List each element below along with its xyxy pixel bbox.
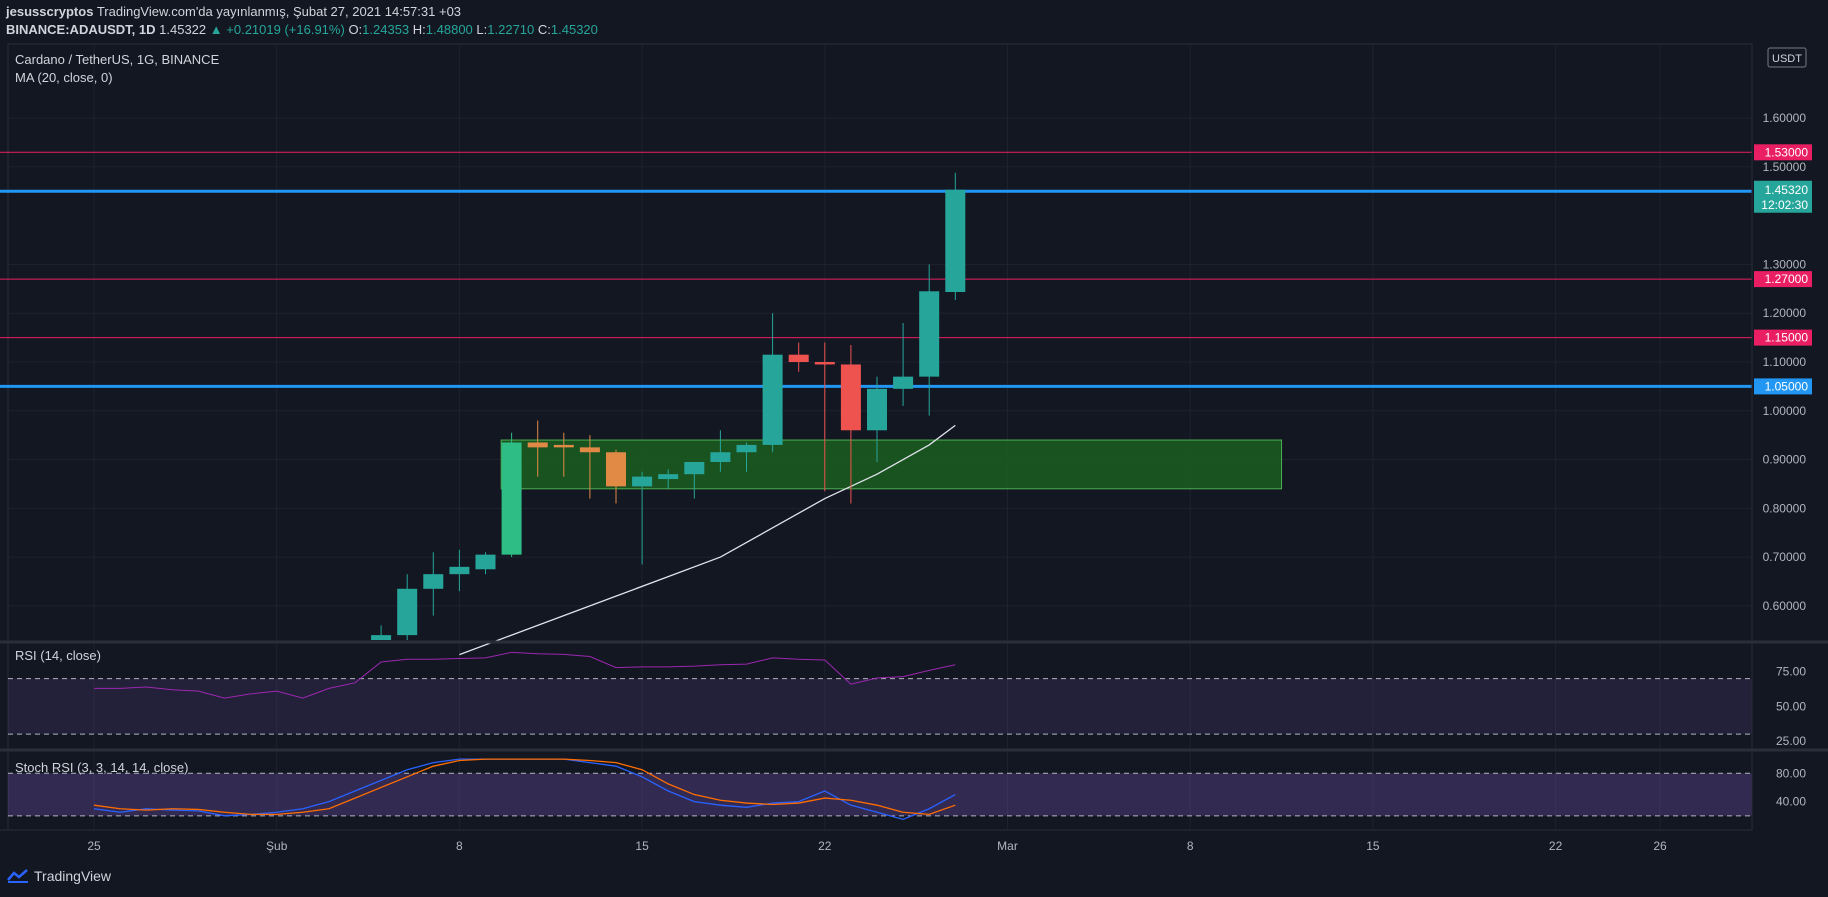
x-tick-label: 22 [818,839,832,853]
candles [371,172,966,640]
rsi-title[interactable]: RSI (14, close) [15,648,101,663]
candle-body [893,376,914,389]
change-arrow-icon: ▲ [209,22,223,37]
currency-box [1767,47,1807,68]
x-tick-label: 15 [1366,839,1380,853]
chart-header-author: jesusscryptos TradingView.com'da yayınla… [6,4,461,19]
stoch-band [8,773,1752,816]
change-value: +0.21019 (+16.91%) [226,22,345,37]
candle-body [527,442,548,448]
high-value: 1.48800 [425,22,473,37]
y-tick-label: 1.00000 [1763,404,1807,418]
candle-body [814,362,835,365]
level-label-bg [1754,271,1812,288]
y-tick-label: 0.80000 [1763,501,1807,515]
rsi-band [8,678,1752,735]
rsi-line [94,651,956,699]
x-tick-label: Şub [266,839,288,853]
ma20-line [459,424,956,656]
level-label: 1.15000 [1765,331,1809,345]
ma-line [459,424,956,656]
candle-body [684,461,705,475]
pane-title: Cardano / TetherUS, 1G, BINANCE [15,52,220,67]
price-labels: 1.530001.450001.270001.150001.050001.453… [1754,144,1812,395]
support-zone-rect [500,439,1283,490]
y-tick-label: 1.50000 [1763,160,1807,174]
low-value: 1.22710 [487,22,535,37]
candle-body [371,635,392,640]
candle-body [449,566,470,575]
stoch-title[interactable]: Stoch RSI (3, 3, 14, 14, close) [15,760,188,775]
close-label: C: [537,22,551,37]
candle-body [606,452,626,487]
current-price-tag-bg [1754,180,1812,213]
candle-body [840,364,861,431]
support-zone [500,439,1283,490]
level-label-bg [1754,378,1812,395]
candle-body [632,476,653,487]
candle-body [945,189,966,293]
published-text: TradingView.com'da yayınlanmış, Şubat 27… [96,4,462,19]
rsi-pane [8,651,1752,735]
candle-body [658,474,679,480]
level-label: 1.53000 [1765,145,1809,159]
high-label: H: [412,22,426,37]
candle-body [736,444,757,453]
countdown-label: 12:02:30 [1761,198,1808,212]
y-tick-label: 0.60000 [1763,599,1807,613]
footer-brand[interactable]: TradingView [34,868,112,884]
y-tick-label: 0.70000 [1763,550,1807,564]
stoch-tick-label: 40.00 [1776,795,1806,809]
stoch-d-line [93,758,956,816]
candle-body [475,554,496,570]
level-label-bg [1754,144,1812,161]
candle-body [423,574,444,589]
x-tick-label: Mar [997,839,1018,853]
candle-body [553,444,574,448]
footer: TradingView [6,868,111,884]
x-tick-label: 8 [1187,839,1194,853]
open-label: O: [348,22,363,37]
tradingview-logo-icon [7,869,28,883]
candle-body [788,354,809,363]
low-label: L: [476,22,488,37]
candle-body [710,452,731,462]
x-tick-label: 22 [1549,839,1563,853]
stoch-tick-label: 80.00 [1776,766,1806,780]
chart-header-symbol: BINANCE:ADAUSDT, 1D 1.45322 ▲ +0.21019 (… [6,22,598,37]
candle-body [397,588,418,636]
rsi-tick-label: 75.00 [1776,665,1806,679]
y-tick-label: 1.30000 [1763,257,1807,271]
open-value: 1.24353 [362,22,410,37]
candle-body [867,388,887,431]
x-tick-label: 15 [635,839,649,853]
y-tick-label: 1.60000 [1763,111,1807,125]
y-tick-label: 1.10000 [1763,355,1807,369]
candle-body [762,354,783,445]
x-tick-label: 25 [87,839,101,853]
candle-body [579,447,600,453]
y-tick-label: 1.20000 [1763,306,1807,320]
currency-label[interactable]: USDT [1772,53,1802,65]
ma-indicator-label[interactable]: MA (20, close, 0) [15,70,113,85]
candle-body [919,291,940,377]
y-tick-label: 0.90000 [1763,453,1807,467]
last-price: 1.45322 [159,22,207,37]
x-tick-label: 26 [1653,839,1667,853]
candle-body [501,442,522,555]
close-value: 1.45320 [550,22,598,37]
current-price-label: 1.45320 [1765,183,1809,197]
stoch-rsi-pane [8,758,1752,821]
rsi-tick-label: 25.00 [1776,734,1806,748]
axes: 25 Şub 8 15 22 Mar 8 15 22 26 1.60000 1.50000 1.3000… [0,44,1828,853]
symbol-label[interactable]: BINANCE:ADAUSDT, 1D [6,22,156,37]
level-label: 1.27000 [1765,272,1809,286]
rsi-tick-label: 50.00 [1776,699,1806,713]
level-label: 1.05000 [1765,379,1809,393]
x-tick-label: 8 [456,839,463,853]
level-label-bg [1754,329,1812,346]
author-name[interactable]: jesusscryptos [6,4,94,19]
horizontal-levels [0,151,1752,388]
